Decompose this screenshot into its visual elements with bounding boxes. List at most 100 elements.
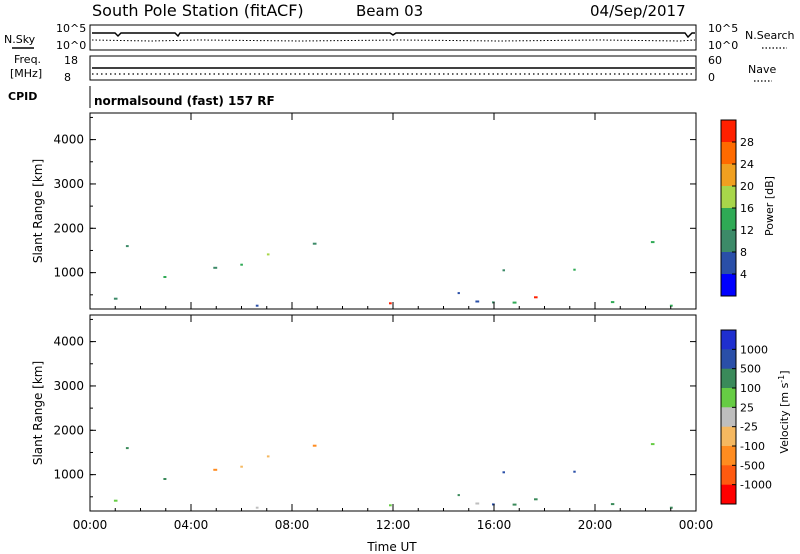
power-axes: 1000 2000 3000 4000 (53, 113, 697, 309)
colorbar-swatch (721, 446, 736, 466)
xtick-label: 12:00 (376, 518, 411, 532)
heatmap-cell (534, 498, 538, 501)
colorbar-tick-label: -500 (740, 459, 765, 472)
colorbar-tick-label: 20 (740, 180, 754, 193)
ytick-label: 2000 (53, 423, 84, 437)
heatmap-cell (512, 503, 517, 506)
heatmap-cell (113, 297, 118, 300)
velocity-plot: 1000 2000 3000 4000 00:00 04:00 08:00 12:00 16:0… (31, 314, 713, 554)
noise-right-tick-top: 10^5 (708, 22, 738, 35)
ytick-label: 1000 (53, 468, 84, 482)
velocity-colorbar: 1000 500 100 25 -25 -100 -500 -1000 (720, 329, 772, 505)
colorbar-swatch (721, 186, 736, 209)
nsearch-trace (91, 39, 696, 42)
colorbar-swatch (721, 274, 736, 297)
colorbar-tick-label: 12 (740, 224, 754, 237)
power-colorbar-label: Power [dB] (763, 176, 776, 236)
colorbar-swatch (721, 407, 736, 428)
xtick-label: 08:00 (275, 518, 310, 532)
colorbar-tick-label: -25 (740, 421, 758, 434)
xtick-label: 04:00 (174, 518, 209, 532)
ytick-label: 4000 (53, 133, 84, 147)
nsearch-label: N.Search (745, 29, 795, 42)
date-label: 04/Sep/2017 (590, 2, 686, 20)
heatmap-cell (457, 494, 460, 497)
colorbar-swatch (721, 484, 736, 505)
heatmap-cell (389, 504, 392, 507)
nave-tick-bottom: 0 (708, 71, 715, 84)
power-ylabel: Slant Range [km] (31, 159, 45, 263)
colorbar-tick-label: 500 (740, 363, 761, 376)
freq-label-line1: Freq. (14, 53, 41, 66)
heatmap-cell (475, 502, 480, 505)
noise-left-tick-bottom: 10^0 (56, 39, 86, 52)
heatmap-cell (113, 499, 118, 502)
noise-left-tick-top: 10^5 (56, 22, 86, 35)
heatmap-cell (650, 241, 655, 244)
colorbar-tick-label: 100 (740, 382, 761, 395)
colorbar-tick-label: 16 (740, 202, 754, 215)
colorbar-frame (720, 329, 737, 505)
heatmap-cell (502, 471, 505, 474)
heatmap-cell (502, 269, 505, 272)
colorbar-swatch (721, 164, 736, 187)
velocity-colorbar-label-text: Velocity [m s (778, 382, 791, 453)
heatmap-cell (266, 455, 270, 458)
colorbar-tick-label: 1000 (740, 343, 768, 356)
nave-label: Nave (748, 63, 776, 76)
nsky-label: N.Sky (4, 33, 36, 46)
heatmap-cell (255, 506, 259, 509)
colorbar-swatch (721, 388, 736, 408)
heatmap-cell (125, 447, 129, 450)
heatmap-cell (266, 253, 270, 256)
colorbar-tick-label: 25 (740, 401, 754, 414)
power-plot-frame (89, 112, 697, 310)
xtick-label: 00:00 (73, 518, 108, 532)
velocity-xlabel: Time UT (366, 540, 417, 554)
heatmap-cell (312, 242, 317, 245)
power-colorbar: 28 24 20 16 12 8 4 (720, 119, 754, 297)
colorbar-swatch (721, 252, 736, 275)
xtick-label: 00:00 (679, 518, 714, 532)
heatmap-cell (240, 263, 243, 266)
heatmap-cell (492, 503, 495, 506)
velocity-ylabel: Slant Range [km] (31, 361, 45, 465)
heatmap-cell (573, 268, 576, 271)
heatmap-cell (512, 301, 517, 304)
noise-panel (89, 24, 697, 51)
colorbar-swatch (721, 208, 736, 231)
colorbar-swatch (721, 368, 736, 389)
heatmap-cell (610, 301, 615, 304)
velocity-colorbar-label-sup: -1 (777, 375, 786, 383)
heatmap-cell (669, 506, 673, 509)
velocity-plot-frame (89, 314, 697, 512)
colorbar-tick-label: 4 (740, 268, 747, 281)
ytick-label: 2000 (53, 221, 84, 235)
heatmap-cell (534, 296, 538, 299)
velocity-colorbar-label: Velocity [m s-1] (777, 370, 791, 453)
colorbar-tick-label: 28 (740, 136, 754, 149)
nsky-trace (92, 32, 695, 39)
colorbar-tick-label: -1000 (740, 479, 772, 492)
cpid-label: CPID (8, 90, 37, 103)
velocity-axes: 1000 2000 3000 4000 00:00 04:00 08:00 12:00 16:0… (53, 315, 713, 532)
heatmap-cell (255, 304, 259, 307)
heatmap-cell (213, 266, 218, 269)
colorbar-tick-label: -100 (740, 440, 765, 453)
colorbar-tick-label: 24 (740, 158, 754, 171)
noise-right-tick-bottom: 10^0 (708, 39, 738, 52)
power-heatmap-marks (113, 241, 673, 307)
freq-label-line2: [MHz] (10, 67, 42, 80)
colorbar-swatch (721, 426, 736, 447)
velocity-colorbar-label-close: ] (778, 370, 791, 374)
ytick-label: 3000 (53, 177, 84, 191)
colorbar-swatch (721, 349, 736, 370)
heatmap-cell (163, 276, 167, 278)
xtick-label: 16:00 (477, 518, 512, 532)
xtick-label: 20:00 (578, 518, 613, 532)
heatmap-cell (610, 503, 615, 506)
colorbar-swatch (721, 330, 736, 350)
nave-tick-top: 60 (708, 54, 722, 67)
ytick-label: 1000 (53, 266, 84, 280)
